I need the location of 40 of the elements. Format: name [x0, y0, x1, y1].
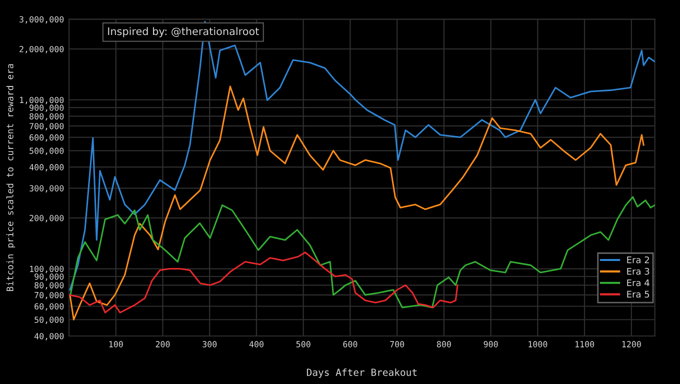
x-tick-label: 800	[436, 341, 451, 348]
y-tick-label: 900,000	[30, 104, 64, 112]
x-tick-label: 100	[109, 341, 123, 348]
y-axis-title: Bitcoin price scaled to current reward era	[6, 64, 16, 292]
y-tick-label: 600,000	[30, 134, 64, 142]
y-tick-label: 1,000,000	[20, 96, 64, 104]
y-tick-label: 40,000	[34, 333, 64, 340]
x-tick-label: 300	[202, 341, 217, 348]
x-tick-label: 1100	[576, 341, 594, 348]
legend-label: Era 4	[627, 279, 650, 286]
annotation: Inspired by: @therationalroot	[108, 27, 259, 38]
y-tick-label: 400,000	[29, 164, 64, 172]
y-tick-label: 70,000	[34, 292, 64, 300]
x-tick-label: 400	[249, 341, 264, 348]
x-tick-label: 1200	[622, 341, 641, 348]
y-tick-label: 300,000	[30, 185, 64, 193]
x-tick-label: 500	[296, 341, 310, 348]
line-series	[69, 86, 644, 320]
y-tick-label: 100,000	[30, 266, 64, 274]
y-tick-label: 50,000	[34, 316, 64, 324]
y-tick-label: 200,000	[30, 214, 64, 222]
legend-label: Era 2	[627, 256, 649, 264]
x-tick-label: 700	[390, 341, 404, 348]
legend-label: Era 3	[627, 268, 650, 275]
y-tick-label: 800,000	[30, 113, 64, 121]
y-tick-label: 60,000	[34, 303, 64, 311]
y-tick-label: 2,000,000	[20, 46, 64, 54]
x-tick-label: 200	[156, 341, 170, 348]
y-tick-label: 500,000	[30, 148, 64, 156]
x-tick-label: 900	[484, 341, 498, 348]
y-tick-label: 80,000	[34, 282, 64, 290]
line-series	[70, 196, 655, 308]
line-series	[69, 252, 458, 314]
y-tick-label: 3,000,000	[20, 16, 64, 24]
y-tick-label: 700,000	[30, 122, 64, 130]
legend-label: Era 5	[627, 290, 650, 298]
x-axis-title: Days After Breakout	[306, 368, 417, 378]
x-tick-label: 600	[343, 341, 358, 348]
y-tick-label: 90,000	[34, 274, 64, 281]
x-tick-label: 1000	[528, 341, 548, 348]
